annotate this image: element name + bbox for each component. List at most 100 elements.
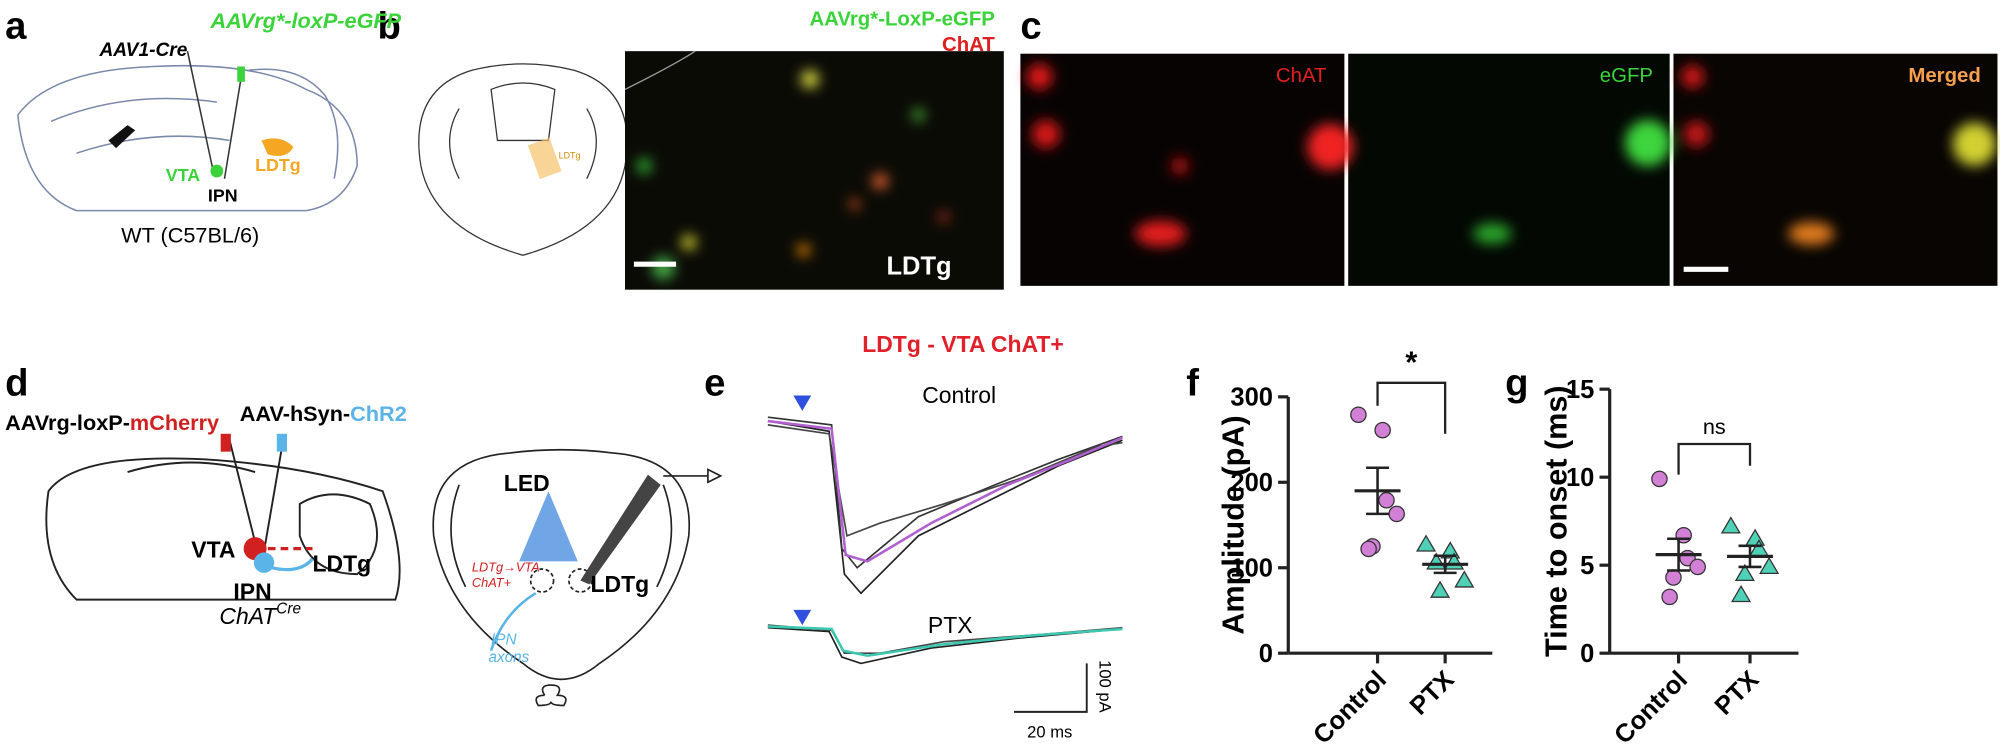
data-point bbox=[1378, 491, 1395, 509]
data-point bbox=[1430, 580, 1451, 598]
syringe bbox=[276, 433, 287, 452]
significance-label: ns bbox=[1703, 414, 1726, 439]
data-point bbox=[1651, 470, 1668, 488]
coronal-brain-b bbox=[418, 63, 628, 256]
data-point bbox=[1415, 534, 1437, 552]
label: IPN bbox=[233, 579, 271, 605]
label: WT (C57BL/6) bbox=[121, 222, 259, 247]
label: PTX bbox=[928, 612, 973, 638]
ldtg-region bbox=[527, 137, 562, 180]
axons bbox=[489, 592, 537, 652]
y-tick-label: 200 bbox=[1230, 469, 1273, 497]
data-point bbox=[1745, 528, 1766, 546]
data-point bbox=[1661, 588, 1678, 606]
label-part: AAV-hSyn- bbox=[240, 401, 350, 426]
vta-region bbox=[210, 164, 224, 178]
ldtg-region bbox=[261, 138, 294, 156]
label: AAVrg*-LoxP-eGFP bbox=[809, 9, 994, 31]
label: LDTg bbox=[559, 150, 581, 160]
syringe bbox=[237, 66, 245, 82]
label: AAVrg-loxP-mCherry bbox=[5, 410, 219, 435]
title: LDTg - VTA ChAT+ bbox=[862, 331, 1064, 357]
data-point bbox=[1731, 584, 1752, 603]
label: LDTg bbox=[255, 155, 301, 175]
panel-letter: a bbox=[5, 4, 27, 47]
x-tick-label: PTX bbox=[1710, 666, 1765, 721]
y-tick-label: 15 bbox=[1566, 376, 1594, 404]
panel-letter: f bbox=[1186, 362, 1199, 405]
label: 20 ms bbox=[1027, 722, 1072, 741]
micrograph bbox=[1673, 53, 1998, 286]
panel-letter: b bbox=[378, 4, 401, 47]
label: IPN bbox=[491, 631, 517, 648]
syringe bbox=[220, 433, 231, 452]
y-tick-label: 0 bbox=[1259, 640, 1273, 668]
y-tick-label: 0 bbox=[1580, 640, 1594, 668]
label: LDTg bbox=[886, 252, 951, 280]
significance-bracket bbox=[1376, 381, 1447, 434]
electrode bbox=[580, 474, 661, 585]
stim-marker bbox=[793, 609, 812, 626]
label: LDTg→VTA bbox=[472, 560, 540, 575]
ipn-region bbox=[253, 552, 275, 573]
data-point bbox=[1734, 563, 1755, 582]
data-point bbox=[1665, 569, 1682, 586]
x-tick-label: PTX bbox=[1405, 666, 1460, 721]
label: LDTg bbox=[313, 551, 372, 577]
ventricle bbox=[108, 125, 136, 149]
data-point bbox=[1720, 516, 1741, 534]
significance-label: * bbox=[1405, 346, 1417, 380]
arrow bbox=[271, 557, 314, 572]
label: ChATCre bbox=[219, 601, 301, 629]
label: ChAT bbox=[1276, 65, 1327, 87]
label-part: mCherry bbox=[130, 410, 219, 435]
label-part: Cre bbox=[276, 601, 301, 618]
panel-letter: e bbox=[704, 362, 725, 405]
label: ChAT bbox=[942, 34, 995, 56]
label: AAV-hSyn-ChR2 bbox=[240, 401, 407, 426]
label: LED bbox=[504, 470, 550, 496]
label: ChAT+ bbox=[472, 575, 511, 590]
data-point bbox=[1350, 406, 1367, 424]
data-point bbox=[1374, 421, 1391, 439]
label: AAV1-Cre bbox=[98, 40, 187, 61]
data-point bbox=[1388, 505, 1405, 523]
y-tick-label: 100 bbox=[1230, 555, 1273, 583]
label: eGFP bbox=[1600, 65, 1653, 87]
y-tick-label: 300 bbox=[1230, 384, 1273, 412]
panel-letter: d bbox=[5, 362, 28, 405]
sagittal-brain-a bbox=[17, 50, 358, 212]
label: 100 pA bbox=[1095, 660, 1114, 713]
data-point bbox=[1689, 558, 1706, 576]
y-tick-label: 5 bbox=[1580, 552, 1594, 580]
coronal-slice-d bbox=[432, 448, 723, 707]
x-tick-label: Control bbox=[1308, 666, 1392, 749]
label: VTA bbox=[191, 537, 235, 563]
led-cone bbox=[519, 491, 578, 562]
border bbox=[624, 50, 696, 90]
y-tick-label: 10 bbox=[1566, 464, 1594, 492]
label: IPN bbox=[208, 186, 238, 206]
stim-marker bbox=[793, 395, 812, 411]
data-point bbox=[1759, 556, 1780, 574]
data-point bbox=[1360, 540, 1377, 558]
label: axons bbox=[489, 649, 530, 666]
micrograph bbox=[1348, 53, 1670, 286]
data-point bbox=[1454, 570, 1475, 588]
label: LDTg bbox=[591, 571, 650, 597]
traces bbox=[767, 416, 1123, 665]
sagittal-brain-d bbox=[45, 439, 401, 601]
label: VTA bbox=[166, 165, 200, 185]
panel-letter: g bbox=[1505, 362, 1528, 405]
label: Control bbox=[922, 382, 996, 408]
label: Merged bbox=[1908, 65, 1981, 87]
y-axis-label: Time to onset (ms) bbox=[1539, 385, 1573, 657]
significance-bracket bbox=[1677, 442, 1752, 475]
label-part: ChAT bbox=[219, 603, 278, 629]
y-axis-label: Amplitude (pA) bbox=[1217, 415, 1251, 634]
label-part: ChR2 bbox=[350, 401, 407, 426]
panel-letter: c bbox=[1020, 4, 1041, 47]
scale-bar bbox=[1014, 663, 1088, 713]
label: AAVrg*-loxP-eGFP bbox=[209, 8, 401, 33]
